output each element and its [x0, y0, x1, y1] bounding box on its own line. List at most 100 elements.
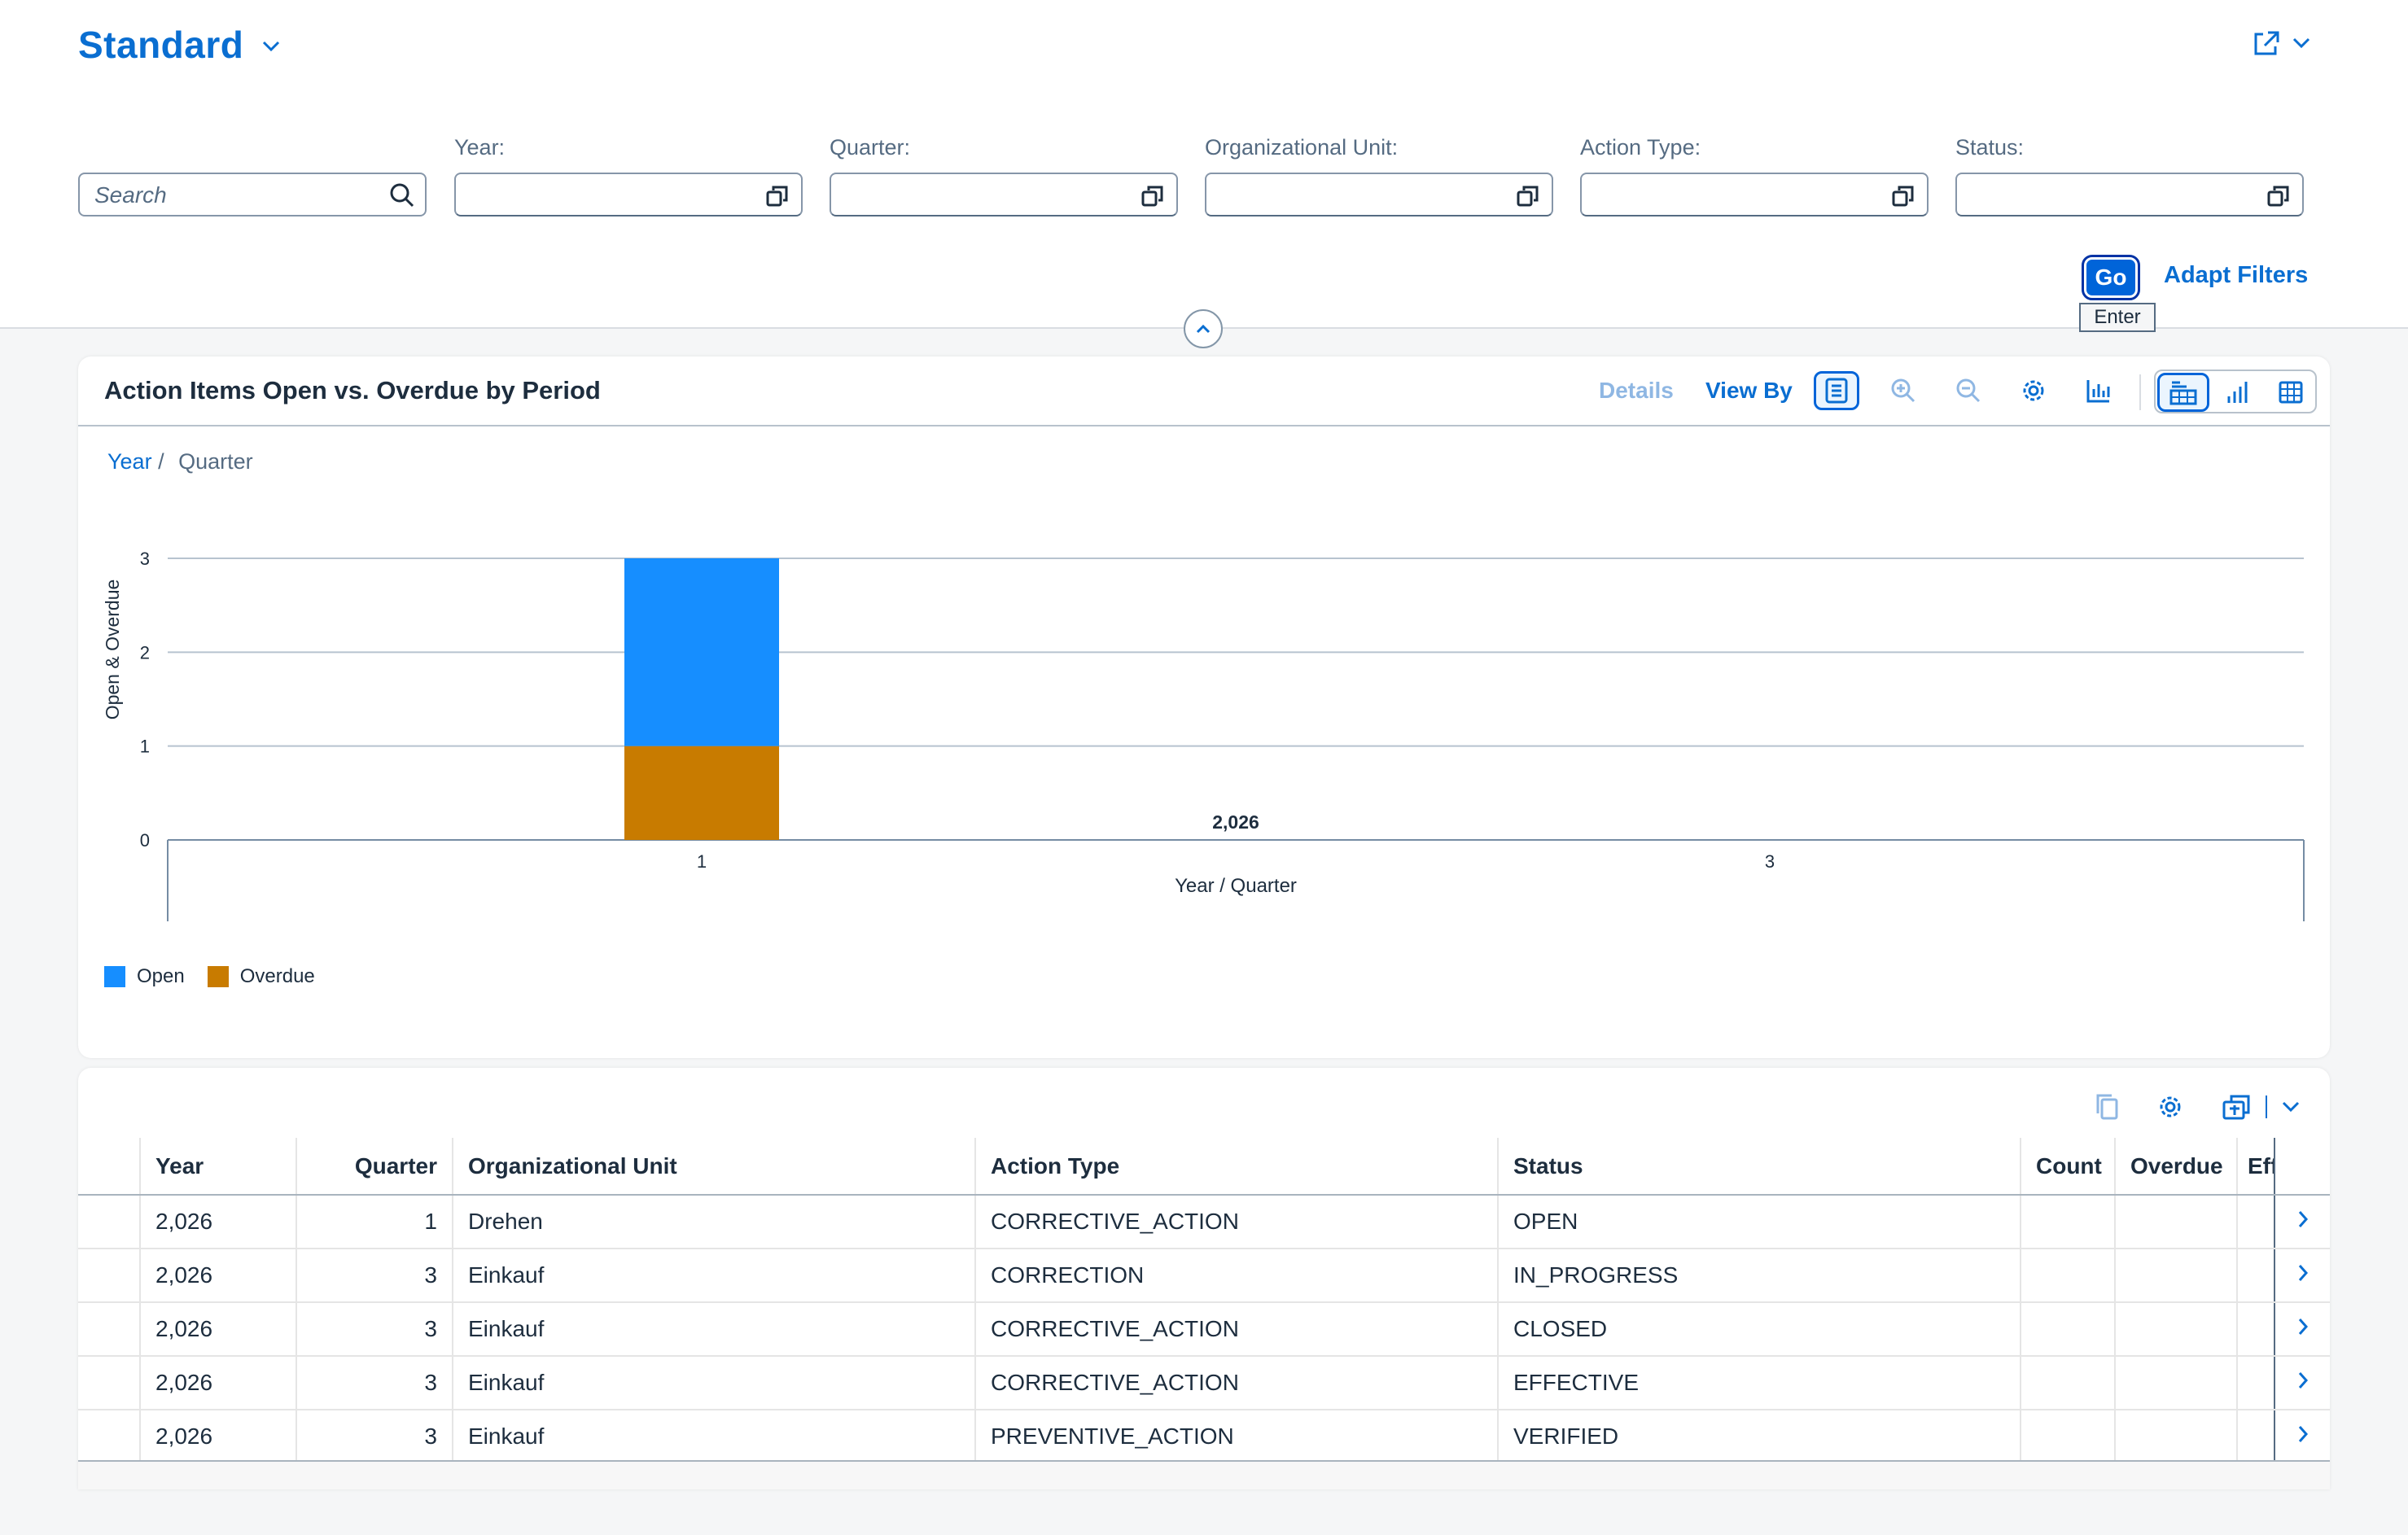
table-row[interactable]: 2,026 3 Einkauf PREVENTIVE_ACTION VERIFI…: [78, 1410, 2330, 1464]
organizational-unit-input[interactable]: [1205, 173, 1553, 216]
copy-icon: [2096, 1094, 2118, 1120]
filter-label-status: Status:: [1955, 135, 2025, 160]
cell-quarter: 3: [296, 1249, 453, 1303]
chart-settings-button[interactable]: [2011, 371, 2056, 410]
bar-open[interactable]: [624, 558, 779, 746]
action-type-input[interactable]: [1580, 173, 1929, 216]
adapt-filters-button[interactable]: Adapt Filters: [2164, 262, 2309, 288]
zoom-out-icon: [1956, 378, 1981, 403]
cell-org-unit: Einkauf: [453, 1249, 976, 1303]
value-help-icon[interactable]: [1891, 184, 1915, 212]
legend-swatch: [104, 966, 125, 987]
cell-action-type: CORRECTIVE_ACTION: [975, 1195, 1499, 1249]
export-menu-button[interactable]: [2216, 1087, 2305, 1126]
row-selector[interactable]: [78, 1195, 141, 1249]
table-row[interactable]: 2,026 1 Drehen CORRECTIVE_ACTION OPEN: [78, 1195, 2330, 1249]
filter-action-type: Action Type:: [1580, 133, 1929, 216]
cell-overdue: [2115, 1195, 2238, 1249]
bar-chart-icon: [2086, 380, 2110, 403]
selection-column-header: [78, 1138, 141, 1196]
breadcrumb-link-year[interactable]: Year: [107, 449, 152, 474]
go-tooltip: Enter: [2079, 303, 2156, 332]
row-navigation[interactable]: [2274, 1356, 2330, 1410]
cell-count: [2021, 1302, 2116, 1357]
row-selector[interactable]: [78, 1249, 141, 1303]
chart-table-view-button[interactable]: [2157, 373, 2209, 412]
cell-overdue: [2115, 1410, 2238, 1464]
chevron-right-icon: [2298, 1265, 2308, 1281]
navigation-column-header: [2274, 1138, 2330, 1196]
bar-overdue[interactable]: [624, 746, 779, 840]
value-help-icon[interactable]: [1141, 184, 1165, 212]
cell-overdue: [2115, 1302, 2238, 1357]
column-header-quarter[interactable]: Quarter: [296, 1138, 453, 1196]
cell-count: [2021, 1410, 2116, 1464]
copy-button[interactable]: [2087, 1087, 2126, 1126]
column-header-organizational-unit[interactable]: Organizational Unit: [453, 1138, 976, 1196]
search-icon[interactable]: [389, 182, 415, 212]
row-navigation[interactable]: [2274, 1410, 2330, 1464]
chevron-down-icon: [261, 40, 281, 57]
cell-quarter: 3: [296, 1410, 453, 1464]
legend-item-overdue[interactable]: Overdue: [207, 965, 315, 988]
row-navigation[interactable]: [2274, 1302, 2330, 1357]
column-header-action-type[interactable]: Action Type: [975, 1138, 1499, 1196]
row-navigation[interactable]: [2274, 1195, 2330, 1249]
cell-eff: [2237, 1195, 2274, 1249]
status-input[interactable]: [1955, 173, 2304, 216]
share-menu-button[interactable]: [2252, 29, 2310, 61]
column-header-status[interactable]: Status: [1498, 1138, 2021, 1196]
variant-selector[interactable]: Standard: [78, 23, 281, 67]
legend-label: Open: [137, 965, 185, 987]
chevron-right-icon: [2298, 1211, 2308, 1227]
go-button[interactable]: Go: [2082, 255, 2140, 300]
drill-down-button[interactable]: [2076, 371, 2121, 410]
legend-item-open[interactable]: Open: [104, 965, 185, 988]
table-row[interactable]: 2,026 3 Einkauf CORRECTION IN_PROGRESS: [78, 1249, 2330, 1303]
row-navigation[interactable]: [2274, 1249, 2330, 1303]
search-field[interactable]: [78, 173, 427, 216]
value-help-icon[interactable]: [1516, 184, 1540, 212]
cell-action-type: CORRECTION: [975, 1249, 1499, 1303]
table-row[interactable]: 2,026 3 Einkauf CORRECTIVE_ACTION EFFECT…: [78, 1356, 2330, 1410]
gear-icon: [2023, 380, 2044, 401]
value-help-icon[interactable]: [765, 184, 790, 212]
year-input[interactable]: [454, 173, 803, 216]
chart-bars: [624, 558, 779, 840]
filter-quarter: Quarter:: [830, 133, 1178, 216]
table-view-button[interactable]: [2265, 373, 2317, 412]
zoom-in-icon: [1891, 378, 1915, 403]
x-axis-group-label: 2,026: [1212, 811, 1259, 833]
table-settings-button[interactable]: [2151, 1087, 2190, 1126]
column-header-year[interactable]: Year: [140, 1138, 297, 1196]
row-selector[interactable]: [78, 1302, 141, 1357]
cell-quarter: 1: [296, 1195, 453, 1249]
search-input[interactable]: [94, 181, 387, 210]
details-button[interactable]: Details: [1599, 378, 1674, 403]
filter-label-organizational-unit: Organizational Unit:: [1205, 135, 1399, 160]
column-header-eff[interactable]: Eff: [2237, 1138, 2274, 1196]
chart-view-button[interactable]: [2211, 373, 2263, 412]
row-selector[interactable]: [78, 1410, 141, 1464]
chart-title: Action Items Open vs. Overdue by Period: [104, 376, 601, 405]
cell-count: [2021, 1356, 2116, 1410]
view-by-button[interactable]: View By: [1705, 378, 1793, 403]
zoom-out-button[interactable]: [1946, 371, 1991, 410]
table-row[interactable]: 2,026 3 Einkauf CORRECTIVE_ACTION CLOSED: [78, 1302, 2330, 1357]
x-tick-label: 3: [1765, 851, 1775, 872]
value-help-icon[interactable]: [2266, 184, 2291, 212]
zoom-in-button[interactable]: [1880, 371, 1926, 410]
cell-status: OPEN: [1498, 1195, 2021, 1249]
cell-quarter: 3: [296, 1356, 453, 1410]
column-header-overdue[interactable]: Overdue: [2115, 1138, 2238, 1196]
row-selector[interactable]: [78, 1356, 141, 1410]
legend-toggle-button[interactable]: [1814, 371, 1859, 410]
collapse-header-button[interactable]: [1184, 309, 1223, 348]
breadcrumb-current: Quarter: [178, 449, 253, 474]
column-header-count[interactable]: Count: [2021, 1138, 2116, 1196]
cell-eff: [2237, 1249, 2274, 1303]
table-footer: [78, 1460, 2330, 1489]
quarter-input[interactable]: [830, 173, 1178, 216]
